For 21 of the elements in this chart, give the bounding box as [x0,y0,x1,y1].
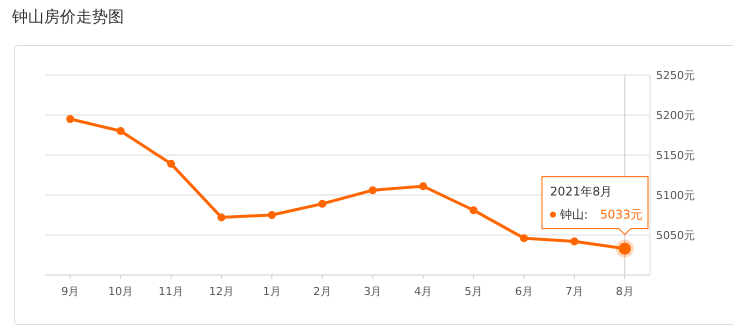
y-tick-label: 5200元 [656,109,695,122]
annotation: 2021年8月 [550,184,612,199]
x-tick-label: 1月 [262,285,281,298]
y-tick-label: 5050元 [656,229,695,242]
x-tick-label: 8月 [616,285,634,298]
y-tick-label: 5100元 [656,189,695,202]
x-tick-label: 11月 [158,285,184,298]
x-tick-label: 6月 [514,285,533,298]
y-tick-label: 5150元 [656,149,695,162]
x-tick-label: 7月 [565,285,584,298]
data-label: 5033元 [600,208,643,222]
legend-label: 钟山: [559,208,588,222]
chart-title: 钟山房价走势图 [11,7,124,26]
y-tick-label: 5250元 [656,69,695,82]
x-tick-label: 3月 [364,285,382,298]
x-tick-label: 4月 [414,285,432,298]
x-tick-label: 9月 [61,285,80,298]
x-tick-label: 12月 [208,285,234,298]
x-tick-label: 2月 [313,285,332,298]
x-tick-label: 5月 [464,285,483,298]
x-tick-label: 10月 [108,285,134,298]
